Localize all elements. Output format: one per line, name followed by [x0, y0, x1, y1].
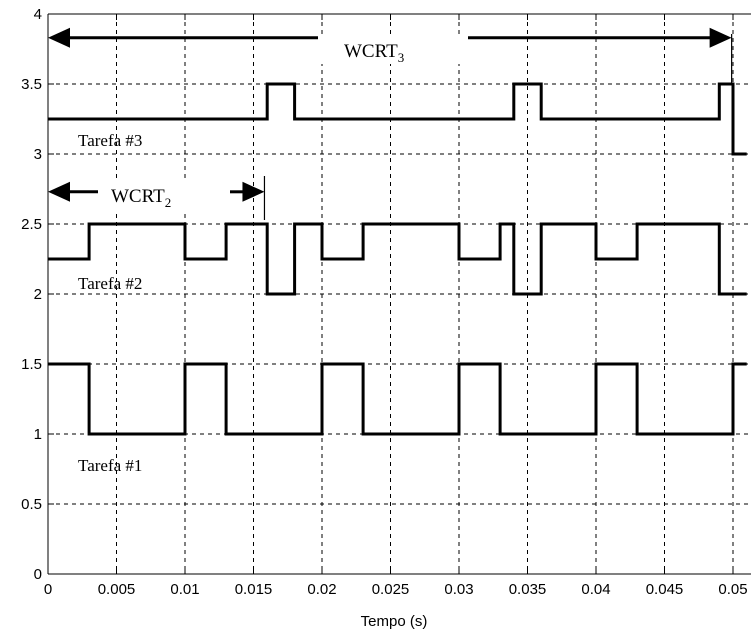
- annotations: WCRT3 WCRT2: [48, 27, 733, 220]
- series-line-tarefa-2: [48, 222, 747, 296]
- wcrt3-label: WCRT3: [344, 41, 404, 65]
- series-line-tarefa-3: [48, 82, 747, 156]
- y-tick-label: 4: [34, 6, 42, 23]
- x-tick-label: 0.045: [646, 581, 684, 598]
- series-label-tarefa-3: Tarefa #3: [78, 131, 142, 150]
- y-tick-label: 1.5: [21, 356, 42, 373]
- x-tick-label: 0.02: [307, 581, 336, 598]
- wcrt2-arrow-right-head: [242, 181, 265, 202]
- x-tick-label: 0.005: [98, 581, 136, 598]
- series: [48, 82, 747, 436]
- x-tick-label: 0.01: [170, 581, 199, 598]
- x-axis-label: Tempo (s): [361, 613, 428, 630]
- ticks: 0 0.005 0.01 0.015 0.02 0.025 0.03 0.035 0.04 0.0…: [21, 6, 747, 598]
- series-labels: Tarefa #3 Tarefa #2 Tarefa #1: [78, 131, 142, 475]
- wcrt2-label-bg: [100, 180, 228, 212]
- series-line-tarefa-1: [48, 362, 747, 436]
- wcrt3-label-bg: [318, 36, 468, 64]
- wcrt2-label: WCRT2: [111, 186, 171, 210]
- wcrt3-arrow-left-head: [48, 27, 70, 48]
- x-tick-label: 0.035: [509, 581, 547, 598]
- series-label-tarefa-1: Tarefa #1: [78, 456, 142, 475]
- y-tick-label: 0.5: [21, 496, 42, 513]
- y-tick-label: 1: [34, 426, 42, 443]
- wcrt3-arrow-right-head: [709, 27, 732, 48]
- y-tick-label: 3: [34, 146, 42, 163]
- x-tick-label: 0.04: [581, 581, 610, 598]
- y-tick-label: 3.5: [21, 76, 42, 93]
- series-label-tarefa-2: Tarefa #2: [78, 274, 142, 293]
- wcrt2-arrow-left-head: [48, 181, 70, 202]
- x-tick-label: 0.05: [718, 581, 747, 598]
- x-tick-label: 0.025: [372, 581, 410, 598]
- y-tick-label: 0: [34, 566, 42, 583]
- grid-lines: [48, 14, 751, 574]
- x-tick-label: 0.015: [235, 581, 273, 598]
- x-tick-label: 0: [44, 581, 52, 598]
- y-tick-label: 2: [34, 286, 42, 303]
- y-tick-label: 2.5: [21, 216, 42, 233]
- x-tick-label: 0.03: [444, 581, 473, 598]
